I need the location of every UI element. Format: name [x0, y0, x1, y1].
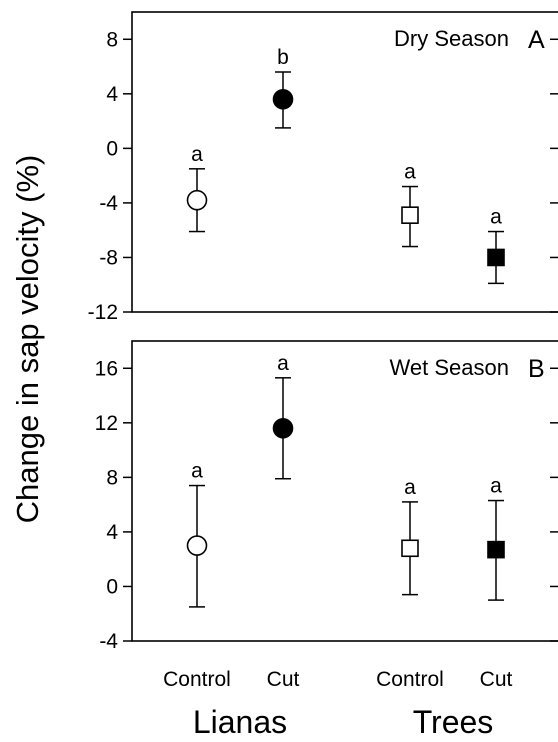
- y-tick-label: -4: [99, 630, 118, 653]
- significance-letter: a: [490, 206, 502, 229]
- mean-marker: [487, 248, 505, 267]
- data-point-trees-cut: a: [487, 206, 505, 285]
- mean-marker: [401, 206, 419, 224]
- significance-letter: a: [490, 475, 502, 498]
- y-tick-label: 4: [106, 83, 118, 106]
- mean-marker: [186, 189, 208, 211]
- y-tick-label: 0: [106, 137, 118, 160]
- data-point-trees-control: a: [401, 161, 419, 248]
- x-group-label-trees-control: Control: [376, 668, 444, 691]
- mean-marker: [272, 88, 294, 110]
- x-group-label-trees-cut: Cut: [480, 668, 513, 691]
- significance-letter: a: [191, 143, 203, 166]
- significance-letter: a: [404, 161, 416, 184]
- y-axis-label: Change in sap velocity (%): [10, 155, 45, 524]
- x-category-label-lianas: Lianas: [193, 704, 287, 740]
- panel-title: Wet Season: [390, 355, 509, 380]
- panel-letter: B: [528, 355, 545, 383]
- data-point-lianas-control: a: [186, 143, 208, 233]
- significance-letter: a: [404, 476, 416, 499]
- data-point-lianas-control: a: [186, 460, 208, 608]
- panels: -12 -8 -4 0 4 8 Dry Season Aa b a a -4 0 4 8 12 16 Wet Se…: [88, 11, 558, 653]
- x-axis-labels: Control Cut Control Cut Lianas Trees: [163, 668, 512, 740]
- y-tick-label: 12: [95, 412, 118, 435]
- y-tick-label: -12: [88, 301, 118, 324]
- data-point-trees-control: a: [401, 476, 419, 596]
- mean-marker: [401, 539, 419, 558]
- y-tick-label: 0: [106, 575, 118, 598]
- panel-wet: -4 0 4 8 12 16 Wet Season Ba a a a: [95, 340, 558, 653]
- y-tick-label: 8: [106, 28, 118, 51]
- significance-letter: a: [277, 352, 289, 375]
- y-tick-label: 16: [95, 357, 118, 380]
- mean-marker: [272, 417, 294, 439]
- x-category-label-trees: Trees: [413, 704, 494, 740]
- panel-title: Dry Season: [394, 26, 509, 51]
- mean-marker: [487, 540, 505, 559]
- mean-marker: [186, 535, 208, 556]
- data-point-trees-cut: a: [487, 475, 505, 601]
- panel-dry: -12 -8 -4 0 4 8 Dry Season Aa b a a: [88, 11, 558, 324]
- plot-frame: [131, 11, 558, 313]
- data-point-lianas-cut: a: [272, 352, 294, 480]
- significance-letter: b: [277, 46, 289, 69]
- y-tick-label: 4: [106, 521, 118, 544]
- significance-letter: a: [191, 460, 203, 483]
- x-group-label-lianas-cut: Cut: [267, 668, 300, 691]
- x-group-label-lianas-control: Control: [163, 668, 231, 691]
- y-tick-label: 8: [106, 466, 118, 489]
- y-tick-label: -4: [99, 192, 118, 215]
- data-point-lianas-cut: b: [272, 46, 294, 129]
- panel-letter: A: [528, 26, 545, 54]
- plot-frame: [131, 340, 558, 642]
- y-tick-label: -8: [99, 246, 118, 269]
